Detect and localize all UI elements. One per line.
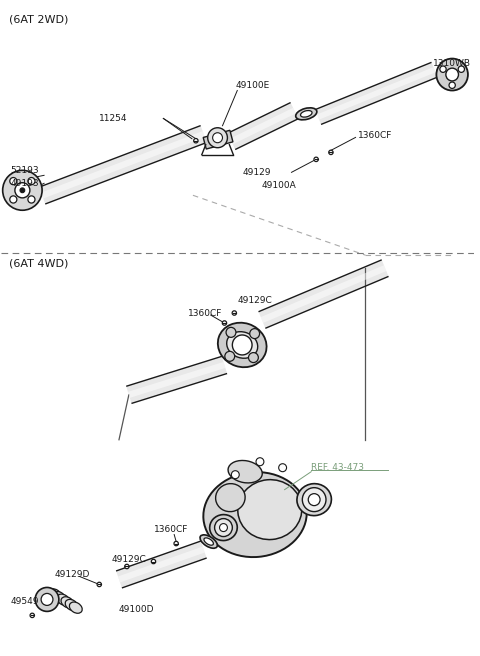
Ellipse shape: [53, 592, 65, 603]
Ellipse shape: [300, 111, 312, 117]
Circle shape: [15, 183, 30, 198]
Ellipse shape: [70, 602, 82, 613]
Ellipse shape: [200, 535, 217, 548]
Ellipse shape: [204, 472, 307, 557]
Text: 49193: 49193: [11, 179, 39, 188]
Ellipse shape: [216, 483, 245, 512]
Text: 49129C: 49129C: [111, 555, 146, 564]
Polygon shape: [203, 131, 233, 149]
Ellipse shape: [227, 332, 258, 358]
Ellipse shape: [204, 538, 214, 545]
Ellipse shape: [210, 514, 237, 541]
Text: 11254: 11254: [99, 114, 128, 123]
Circle shape: [20, 188, 25, 193]
Circle shape: [151, 560, 156, 564]
Ellipse shape: [61, 597, 74, 608]
Circle shape: [449, 82, 456, 89]
Polygon shape: [228, 102, 298, 150]
Text: 1360CF: 1360CF: [358, 131, 392, 140]
Circle shape: [208, 128, 228, 148]
Circle shape: [125, 564, 129, 569]
Circle shape: [3, 171, 42, 211]
Circle shape: [41, 594, 53, 605]
Circle shape: [194, 138, 198, 143]
Circle shape: [30, 613, 35, 617]
Circle shape: [308, 494, 320, 506]
Circle shape: [302, 487, 326, 512]
Circle shape: [458, 66, 465, 72]
Text: 52193: 52193: [11, 166, 39, 175]
Circle shape: [250, 329, 260, 338]
Text: 1310WB: 1310WB: [432, 59, 470, 68]
Ellipse shape: [48, 589, 61, 600]
Text: 49129: 49129: [242, 168, 271, 177]
Circle shape: [256, 458, 264, 466]
Polygon shape: [315, 62, 437, 125]
Text: REF. 43-473: REF. 43-473: [311, 463, 364, 472]
Circle shape: [97, 583, 101, 586]
Circle shape: [231, 471, 239, 479]
Circle shape: [226, 327, 236, 337]
Ellipse shape: [297, 483, 331, 516]
Polygon shape: [116, 541, 207, 588]
Circle shape: [249, 352, 258, 363]
Circle shape: [28, 196, 35, 203]
Circle shape: [446, 68, 458, 81]
Polygon shape: [126, 356, 227, 403]
Circle shape: [215, 519, 232, 537]
Polygon shape: [39, 125, 207, 204]
Text: (6AT 2WD): (6AT 2WD): [9, 14, 68, 25]
Ellipse shape: [57, 594, 70, 605]
Text: 49549: 49549: [11, 597, 39, 606]
Circle shape: [10, 178, 17, 185]
Circle shape: [232, 311, 237, 316]
Circle shape: [174, 541, 179, 546]
Circle shape: [329, 150, 333, 155]
Ellipse shape: [65, 600, 78, 611]
Text: 1360CF: 1360CF: [188, 308, 222, 318]
Text: (6AT 4WD): (6AT 4WD): [9, 258, 68, 268]
Circle shape: [35, 588, 59, 611]
Text: 49100D: 49100D: [119, 605, 155, 614]
Text: 49129D: 49129D: [55, 570, 90, 579]
Text: 49100E: 49100E: [235, 81, 270, 90]
Circle shape: [28, 178, 35, 185]
Circle shape: [232, 335, 252, 355]
Circle shape: [440, 66, 446, 72]
Ellipse shape: [238, 480, 302, 540]
Circle shape: [279, 464, 287, 472]
Text: 1360CF: 1360CF: [154, 525, 188, 534]
Polygon shape: [259, 260, 388, 328]
Circle shape: [222, 321, 227, 325]
Circle shape: [219, 523, 228, 531]
Text: 49100A: 49100A: [262, 181, 297, 190]
Circle shape: [314, 157, 318, 161]
Text: 49129C: 49129C: [237, 296, 272, 304]
Ellipse shape: [228, 461, 262, 483]
Circle shape: [213, 133, 223, 143]
Circle shape: [225, 352, 235, 361]
Ellipse shape: [296, 108, 317, 120]
Ellipse shape: [218, 323, 266, 367]
Circle shape: [10, 196, 17, 203]
Circle shape: [436, 58, 468, 91]
